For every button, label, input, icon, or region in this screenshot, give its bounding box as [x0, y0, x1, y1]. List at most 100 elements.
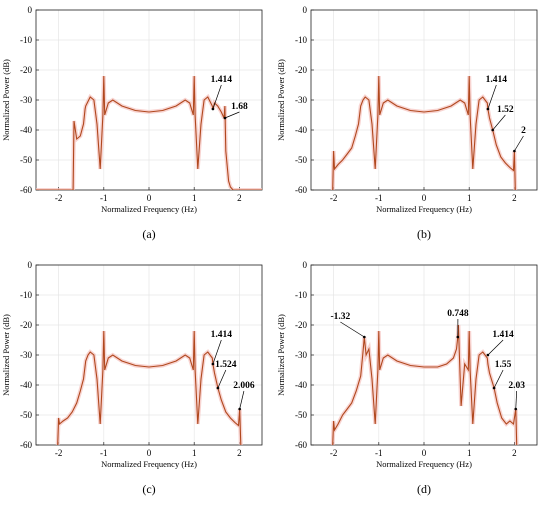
annotation-arrow — [487, 339, 504, 356]
chart-panel-a: -2 -1 0 1 2 0 -10 -20 -30 -40 -50 -60 Normalized Fre… — [0, 0, 275, 255]
y-tick-label: -10 — [20, 290, 32, 300]
x-tick-label: 2 — [512, 448, 517, 458]
annotation-arrow — [487, 84, 497, 110]
annotation-arrowhead — [491, 128, 495, 132]
annotation-arrowhead — [223, 116, 227, 120]
annotation-label: 1.414 — [211, 75, 233, 85]
annotation-label: 1.68 — [231, 102, 248, 112]
x-tick-label: -1 — [100, 448, 108, 458]
x-tick-label: -2 — [330, 448, 338, 458]
y-tick-label: -20 — [295, 65, 307, 75]
annotation-label: 1.414 — [492, 330, 514, 340]
annotation-arrow — [492, 114, 506, 131]
x-tick-label: -1 — [375, 448, 383, 458]
annotation-arrowhead — [456, 335, 460, 339]
annotation-arrow — [239, 390, 245, 410]
annotation-arrow — [514, 135, 524, 152]
y-tick-label: -50 — [295, 410, 307, 420]
annotation-label: -1.32 — [330, 312, 350, 322]
y-tick-label: -30 — [20, 350, 32, 360]
annotation-label: 2.03 — [508, 381, 525, 391]
x-tick-label: -2 — [55, 448, 63, 458]
y-tick-label: 0 — [303, 260, 308, 270]
annotation-arrowhead — [514, 407, 518, 411]
series-line — [36, 75, 262, 190]
chart-panel-d: -2 -1 0 1 2 0 -10 -20 -30 -40 -50 -60 Normalized Fre… — [275, 255, 550, 510]
x-tick-label: 2 — [237, 193, 242, 203]
y-tick-label: -60 — [295, 185, 307, 195]
panel-caption: (b) — [417, 227, 431, 241]
y-tick-label: -40 — [20, 380, 32, 390]
y-tick-label: -20 — [20, 65, 32, 75]
annotation-arrow — [515, 390, 518, 410]
x-tick-label: -2 — [55, 193, 63, 203]
annotation-label: 1.524 — [215, 360, 237, 370]
y-tick-label: -60 — [295, 440, 307, 450]
annotation-arrow — [493, 369, 504, 389]
y-tick-label: -40 — [295, 125, 307, 135]
annotation-label: 1.55 — [495, 360, 512, 370]
x-axis-label: Normalized Frequency (Hz) — [101, 459, 197, 469]
annotation-arrowhead — [513, 149, 516, 153]
y-tick-label: -60 — [20, 440, 32, 450]
y-tick-label: -10 — [295, 290, 307, 300]
x-axis-label: Normalized Frequency (Hz) — [376, 459, 472, 469]
y-tick-label: -50 — [20, 155, 32, 165]
annotation-arrowhead — [486, 353, 490, 357]
y-axis-label: Normalized Power (dB) — [1, 59, 11, 141]
x-tick-label: -1 — [100, 193, 108, 203]
x-axis-label: Normalized Frequency (Hz) — [376, 204, 472, 214]
annotation-label: 1.414 — [211, 330, 233, 340]
x-tick-label: 2 — [512, 193, 517, 203]
y-axis-label: Normalized Power (dB) — [276, 314, 286, 396]
y-tick-label: -50 — [295, 155, 307, 165]
x-tick-label: 1 — [467, 448, 472, 458]
chart-panel-b: -2 -1 0 1 2 0 -10 -20 -30 -40 -50 -60 Normalized Fre… — [275, 0, 550, 255]
x-tick-label: 1 — [467, 193, 472, 203]
x-tick-label: 1 — [192, 448, 197, 458]
y-tick-label: -40 — [20, 125, 32, 135]
x-tick-label: 0 — [422, 448, 427, 458]
annotation-label: 1.414 — [486, 75, 508, 85]
annotation-arrowhead — [363, 335, 366, 339]
annotation-label: 0.748 — [447, 309, 469, 319]
y-tick-label: -20 — [295, 320, 307, 330]
annotation-arrow — [212, 84, 222, 110]
x-axis-label: Normalized Frequency (Hz) — [101, 204, 197, 214]
panel-caption: (c) — [142, 482, 155, 496]
chart-panel-c: -2 -1 0 1 2 0 -10 -20 -30 -40 -50 -60 Normalized Fre… — [0, 255, 275, 510]
annotation-arrowhead — [211, 107, 215, 111]
x-tick-label: -2 — [330, 193, 338, 203]
panel-caption: (d) — [417, 482, 431, 496]
y-tick-label: -30 — [295, 95, 307, 105]
x-tick-label: 0 — [147, 448, 152, 458]
annotation-arrow — [340, 321, 365, 338]
y-tick-label: 0 — [28, 260, 33, 270]
y-tick-label: 0 — [28, 5, 33, 15]
x-tick-label: 1 — [192, 193, 197, 203]
annotation-arrowhead — [238, 407, 241, 411]
y-tick-label: -60 — [20, 185, 32, 195]
x-tick-label: 0 — [147, 193, 152, 203]
annotation-arrow — [212, 339, 222, 365]
y-tick-label: -30 — [20, 95, 32, 105]
x-tick-label: 2 — [237, 448, 242, 458]
x-tick-label: 0 — [422, 193, 427, 203]
y-tick-label: -50 — [20, 410, 32, 420]
annotation-label: 2 — [521, 126, 526, 136]
annotation-arrow — [224, 111, 240, 119]
annotation-label: 1.52 — [497, 105, 514, 115]
series-line — [332, 75, 516, 190]
y-tick-label: -20 — [20, 320, 32, 330]
y-axis-label: Normalized Power (dB) — [276, 59, 286, 141]
y-axis-label: Normalized Power (dB) — [1, 314, 11, 396]
y-tick-label: -30 — [295, 350, 307, 360]
annotation-arrowhead — [486, 107, 490, 111]
y-tick-label: -40 — [295, 380, 307, 390]
panel-caption: (a) — [142, 227, 155, 241]
annotation-label: 2.006 — [233, 381, 255, 391]
